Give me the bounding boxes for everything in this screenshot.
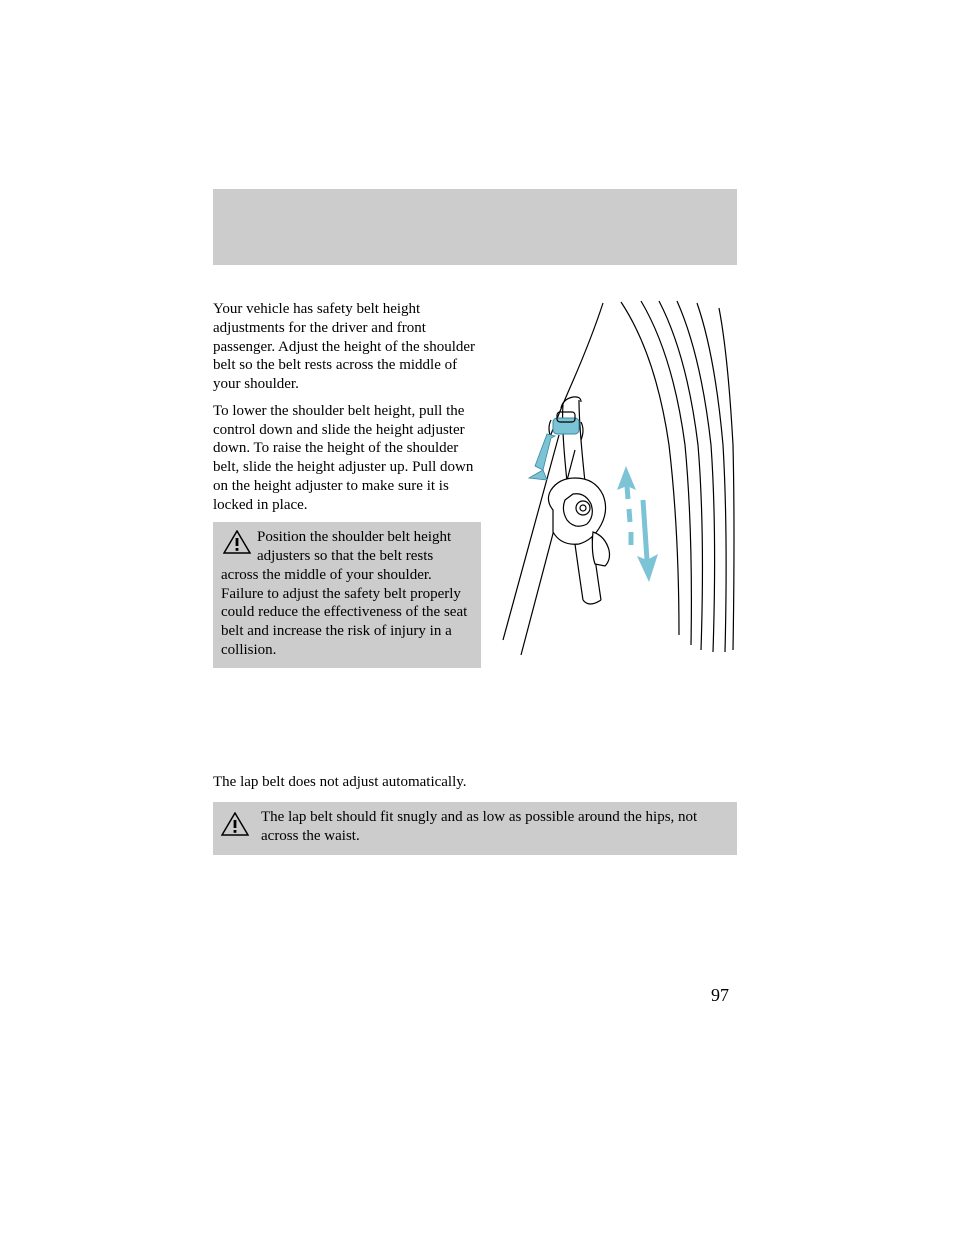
figure-column: [501, 300, 737, 668]
seatbelt-diagram: [501, 300, 737, 665]
warning-icon: [221, 812, 249, 842]
lower-section: The lap belt does not adjust automatical…: [213, 773, 737, 855]
paragraph-2: To lower the shoulder belt height, pull …: [213, 402, 481, 515]
header-bar: [213, 189, 737, 265]
warning-text-2: The lap belt should fit snugly and as lo…: [261, 808, 729, 846]
warning-box-1: Position the shoulder belt height adjust…: [213, 522, 481, 667]
warning-icon: [223, 530, 251, 560]
left-column: Your vehicle has safety belt height adju…: [213, 300, 481, 668]
page-number: 97: [711, 985, 729, 1006]
main-content: Your vehicle has safety belt height adju…: [213, 300, 737, 668]
lap-belt-text: The lap belt does not adjust automatical…: [213, 773, 737, 792]
warning-box-2: The lap belt should fit snugly and as lo…: [213, 802, 737, 856]
paragraph-1: Your vehicle has safety belt height adju…: [213, 300, 481, 394]
warning-text-1: Position the shoulder belt height adjust…: [221, 529, 467, 658]
two-column-layout: Your vehicle has safety belt height adju…: [213, 300, 737, 668]
